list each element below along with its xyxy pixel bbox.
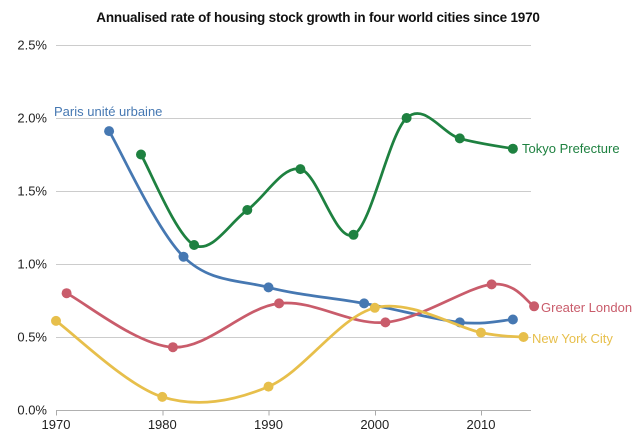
series-label-greater-london: Greater London [541, 300, 632, 315]
data-point-greater-london-2015 [529, 301, 540, 312]
data-point-tokyo-prefecture-1993 [295, 164, 306, 175]
x-tick-label-2010: 2010 [467, 417, 496, 432]
data-point-tokyo-prefecture-1983 [189, 240, 200, 250]
x-tick-label-1990: 1990 [254, 417, 283, 432]
data-point-greater-london-2001 [380, 317, 391, 328]
y-tick-label-2.0%: 2.0% [17, 111, 47, 126]
y-tick-label-0.5%: 0.5% [17, 330, 47, 345]
data-point-paris-unite-urbaine-1982 [178, 251, 189, 262]
y-tick-label-0.0%: 0.0% [17, 403, 47, 418]
data-point-greater-london-1971 [61, 288, 72, 299]
data-point-greater-london-1981 [167, 342, 178, 353]
y-tick-label-1.0%: 1.0% [17, 257, 47, 272]
series-label-paris-unite-urbaine: Paris unité urbaine [54, 104, 162, 119]
data-point-paris-unite-urbaine-1975 [104, 126, 115, 137]
series-line-tokyo-prefecture [139, 112, 515, 249]
data-point-new-york-city-2014 [518, 332, 529, 342]
data-point-new-york-city-2010 [476, 327, 486, 338]
data-point-tokyo-prefecture-2013 [507, 143, 518, 154]
data-point-paris-unite-urbaine-1990 [263, 282, 274, 293]
y-tick-label-2.5%: 2.5% [17, 38, 47, 53]
data-point-new-york-city-1980 [157, 391, 168, 402]
data-point-new-york-city-1990 [263, 381, 274, 392]
series-tokyo-prefecture: Tokyo Prefecture [136, 112, 620, 250]
x-tick-label-2000: 2000 [360, 417, 389, 432]
chart-title: Annualised rate of housing stock growth … [96, 10, 540, 25]
data-point-tokyo-prefecture-1998 [348, 229, 359, 240]
series-greater-london: Greater London [61, 279, 632, 353]
data-point-tokyo-prefecture-1988 [242, 205, 253, 215]
x-tick-label-1980: 1980 [148, 417, 177, 432]
series-line-paris-unite-urbaine [107, 129, 515, 325]
data-point-tokyo-prefecture-2003 [401, 113, 412, 123]
series-paris-unite-urbaine: Paris unité urbaine [54, 104, 518, 328]
x-tick-label-1970: 1970 [42, 417, 71, 432]
data-point-greater-london-2011 [486, 279, 497, 290]
series-new-york-city: New York City [51, 302, 613, 404]
data-point-tokyo-prefecture-2008 [454, 133, 465, 144]
series-label-tokyo-prefecture: Tokyo Prefecture [522, 141, 620, 156]
data-point-new-york-city-1970 [51, 315, 61, 326]
data-point-greater-london-1991 [274, 298, 285, 309]
y-tick-label-1.5%: 1.5% [17, 184, 47, 199]
data-point-paris-unite-urbaine-2013 [507, 314, 518, 325]
series-label-new-york-city: New York City [532, 331, 613, 346]
data-point-paris-unite-urbaine-1999 [359, 298, 370, 309]
data-point-new-york-city-2000 [369, 302, 380, 313]
data-point-tokyo-prefecture-1978 [136, 149, 146, 160]
